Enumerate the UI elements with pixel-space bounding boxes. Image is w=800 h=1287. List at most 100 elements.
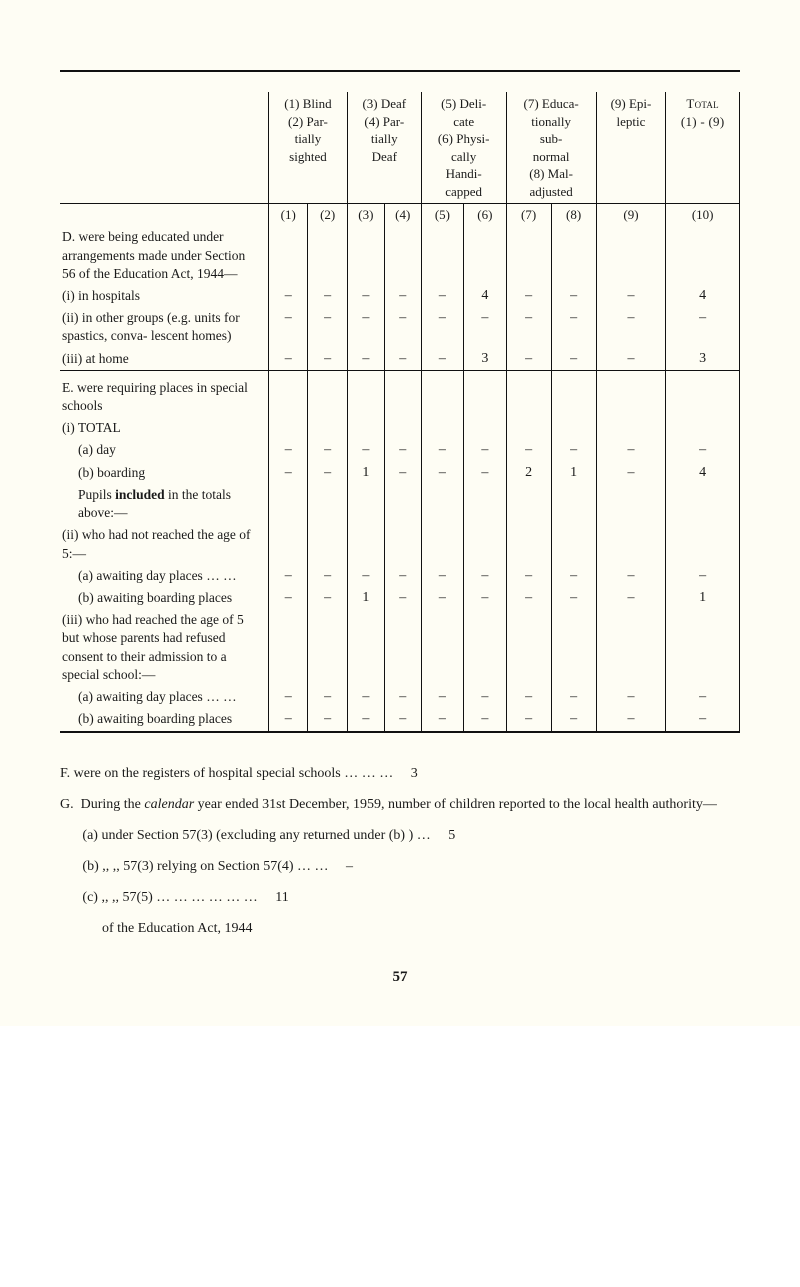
header-blank	[60, 92, 269, 204]
cell: –	[551, 587, 596, 609]
cell: 1	[666, 587, 740, 609]
cell: –	[596, 462, 666, 484]
cell: –	[666, 439, 740, 461]
item-f-text: F. were on the registers of hospital spe…	[60, 766, 393, 781]
top-rule	[60, 70, 740, 72]
cell: –	[506, 686, 551, 708]
cell: 4	[666, 285, 740, 307]
cell: –	[421, 307, 463, 347]
table-subheader-row: (1) (2) (3) (4) (5) (6) (7) (8) (9) (10)	[60, 204, 740, 227]
cell: –	[347, 686, 384, 708]
cell: –	[308, 708, 347, 731]
item-g-b-value: –	[346, 859, 353, 874]
cell: –	[666, 686, 740, 708]
cell: –	[347, 307, 384, 347]
cell: –	[506, 307, 551, 347]
main-table: (1) Blind(2) Par-tiallysighted (3) Deaf(…	[60, 92, 740, 739]
cell: –	[421, 708, 463, 731]
cell: –	[666, 565, 740, 587]
cell: –	[551, 307, 596, 347]
table-row: (b) awaiting boarding places – – 1 – – –…	[60, 587, 740, 609]
cell: –	[421, 565, 463, 587]
cell: –	[506, 565, 551, 587]
item-f-value: 3	[411, 766, 418, 781]
cell: 4	[464, 285, 506, 307]
cell: –	[666, 708, 740, 731]
cell: 4	[666, 462, 740, 484]
cell: –	[551, 565, 596, 587]
table-row: (b) boarding – – 1 – – – 2 1 – 4	[60, 462, 740, 484]
item-g-b: (b) ,, ,, 57(3) relying on Section 57(4)…	[60, 856, 740, 877]
table-row: Pupils included in the totals above:—	[60, 484, 740, 524]
item-g-c-text: (c) ,, ,, 57(5) … … … … … …	[82, 890, 257, 905]
table-row: (i) in hospitals – – – – – 4 – – – 4	[60, 285, 740, 307]
item-f: F. were on the registers of hospital spe…	[60, 763, 740, 784]
row-label: (a) day	[60, 439, 269, 461]
cell: –	[347, 439, 384, 461]
subhead-5: (5)	[421, 204, 463, 227]
cell: –	[506, 285, 551, 307]
cell: –	[421, 348, 463, 371]
cell: –	[551, 686, 596, 708]
cell: –	[308, 565, 347, 587]
cell: –	[596, 565, 666, 587]
cell: –	[551, 348, 596, 371]
item-g-lead: G. During the calendar year ended 31st D…	[60, 794, 740, 815]
cell: –	[347, 285, 384, 307]
cell: –	[347, 565, 384, 587]
item-g-a-value: 5	[448, 828, 455, 843]
cell: 1	[347, 587, 384, 609]
cell: –	[464, 587, 506, 609]
section-e-heading-row: E. were requiring places in special scho…	[60, 377, 740, 417]
item-g-c-value: 11	[275, 890, 288, 905]
item-g-tail: of the Education Act, 1944	[60, 918, 740, 939]
cell: –	[269, 439, 308, 461]
table-row: (b) awaiting boarding places – – – – – –…	[60, 708, 740, 731]
cell: –	[666, 307, 740, 347]
col-head-9: (9) Epi-leptic	[596, 92, 666, 204]
after-table-block: F. were on the registers of hospital spe…	[60, 763, 740, 939]
cell: –	[269, 462, 308, 484]
cell: –	[464, 307, 506, 347]
item-g-b-text: (b) ,, ,, 57(3) relying on Section 57(4)…	[82, 859, 328, 874]
cell: –	[308, 439, 347, 461]
cell: –	[384, 307, 421, 347]
cell: –	[308, 307, 347, 347]
cell: –	[464, 462, 506, 484]
subhead-1: (1)	[269, 204, 308, 227]
subhead-10: (10)	[666, 204, 740, 227]
cell: –	[506, 587, 551, 609]
cell: –	[421, 587, 463, 609]
row-label: (ii) in other groups (e.g. units for spa…	[60, 307, 269, 347]
cell: –	[421, 686, 463, 708]
cell: –	[596, 348, 666, 371]
cell: –	[347, 708, 384, 731]
section-d-label-cell	[60, 204, 269, 227]
table-row: (a) awaiting day places … … – – – – – – …	[60, 565, 740, 587]
cell: –	[384, 587, 421, 609]
subhead-9: (9)	[596, 204, 666, 227]
cell: –	[384, 285, 421, 307]
cell: –	[269, 285, 308, 307]
cell: –	[269, 708, 308, 731]
page-number: 57	[60, 969, 740, 986]
cell: –	[308, 587, 347, 609]
cell: 1	[551, 462, 596, 484]
cell: –	[506, 439, 551, 461]
table-row: (ii) who had not reached the age of 5:—	[60, 524, 740, 564]
bottom-rule	[60, 732, 740, 739]
cell: –	[421, 462, 463, 484]
cell: 3	[464, 348, 506, 371]
table-header-row: (1) Blind(2) Par-tiallysighted (3) Deaf(…	[60, 92, 740, 204]
cell: –	[269, 307, 308, 347]
subhead-2: (2)	[308, 204, 347, 227]
item-g-a-text: (a) under Section 57(3) (excluding any r…	[82, 828, 430, 843]
table-row: (a) day – – – – – – – – – –	[60, 439, 740, 461]
row-label: (a) awaiting day places … …	[60, 686, 269, 708]
cell: –	[308, 686, 347, 708]
row-label: (i) TOTAL	[60, 417, 269, 439]
cell: –	[269, 565, 308, 587]
col-head-3-4: (3) Deaf(4) Par-tiallyDeaf	[347, 92, 421, 204]
item-g-c: (c) ,, ,, 57(5) … … … … … … 11	[60, 887, 740, 908]
col-head-total-label: Total(1) - (9)	[681, 96, 725, 129]
